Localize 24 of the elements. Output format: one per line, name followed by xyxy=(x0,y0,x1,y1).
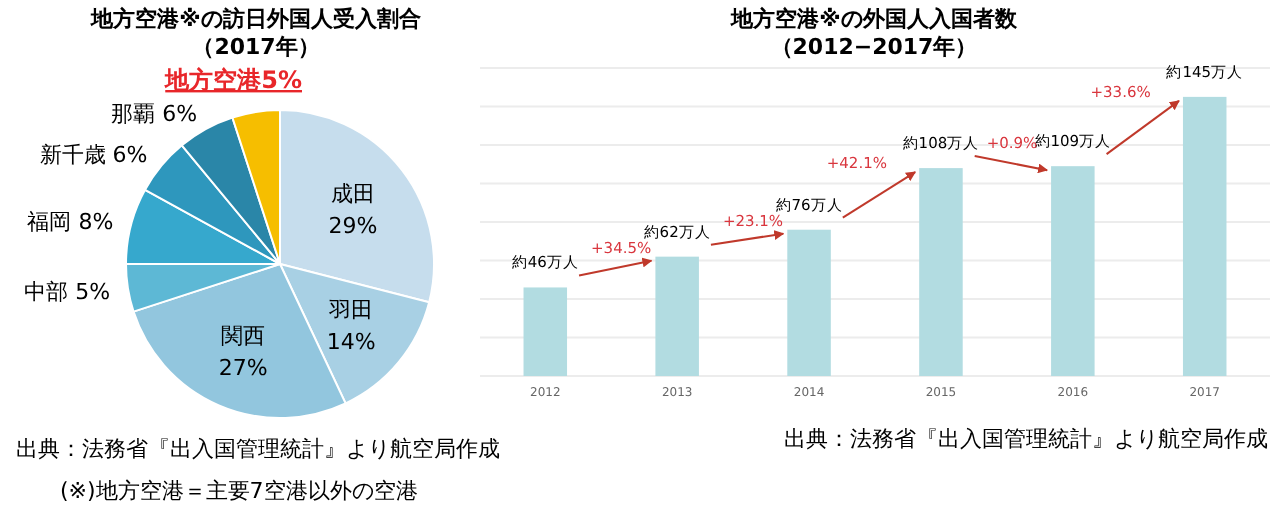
source-note: 出典：法務省『出入国管理統計』より航空局作成 xyxy=(16,436,500,462)
bar xyxy=(919,168,963,376)
chart-title: 地方空港※の外国人入国者数 xyxy=(729,6,1019,32)
chart-subtitle: （2017年） xyxy=(192,34,320,60)
slice-label: 成田 xyxy=(331,181,376,208)
bar xyxy=(1182,96,1227,376)
bar xyxy=(1051,166,1095,376)
data-label: 29% xyxy=(328,213,378,240)
chart-title: 地方空港※の訪日外国人受入割合 xyxy=(89,6,423,32)
slice-label: 新千歳 6% xyxy=(39,142,148,169)
text: (※)地方空港＝主要7空港以外の空港 xyxy=(60,478,418,504)
slice-label: 福岡 8% xyxy=(27,209,114,236)
chart-subtitle: （2012−2017年） xyxy=(770,34,978,60)
bar xyxy=(523,287,568,376)
data-label: 14% xyxy=(326,328,376,355)
source-note: 出典：法務省『出入国管理統計』より航空局作成 xyxy=(784,426,1268,452)
slice-label: 中部 5% xyxy=(24,278,111,305)
bar xyxy=(787,229,831,376)
slice-label: 関西 xyxy=(221,322,266,349)
slice-label: 羽田 xyxy=(329,296,374,323)
bar xyxy=(655,256,699,376)
data-label: 27% xyxy=(218,354,268,381)
slice-label: 那覇 6% xyxy=(111,101,198,128)
slice-label: 地方空港5% xyxy=(163,66,303,94)
